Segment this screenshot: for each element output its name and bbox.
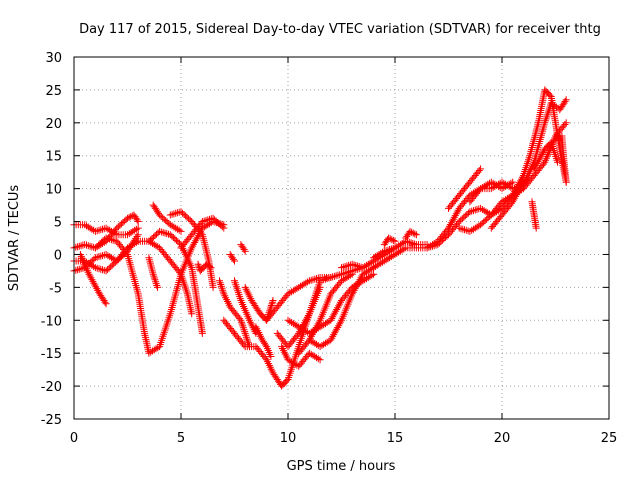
data-markers (402, 227, 420, 242)
x-tick-label: 20 (494, 431, 511, 446)
series-trace-15 (226, 251, 238, 265)
data-markers (237, 241, 249, 255)
series-trace-36 (487, 178, 527, 232)
data-layer (70, 86, 570, 390)
series-trace-39 (530, 139, 562, 173)
series-trace-29 (380, 234, 399, 249)
series-trace-27 (338, 260, 367, 272)
series-trace-17 (231, 277, 260, 337)
y-tick-label: -10 (41, 314, 62, 329)
y-tick-label: 20 (45, 117, 62, 132)
series-trace-32 (423, 96, 570, 252)
series-trace-9 (145, 254, 161, 291)
data-markers (338, 260, 367, 272)
x-tick-label: 5 (177, 431, 185, 446)
series-trace-21 (263, 274, 335, 324)
series-trace-37 (528, 198, 540, 232)
y-tick-label: -25 (41, 413, 62, 428)
data-markers (445, 165, 485, 212)
data-markers (263, 274, 335, 324)
data-markers (134, 237, 196, 318)
data-markers (76, 251, 110, 308)
series-trace-19 (252, 323, 275, 360)
series-trace-33 (445, 165, 485, 212)
series-trace-26 (295, 270, 356, 357)
y-tick-label: 30 (45, 51, 62, 66)
series-trace-16 (237, 241, 249, 255)
y-tick-label: 15 (45, 150, 62, 165)
series-trace-30 (402, 227, 420, 242)
data-markers (380, 234, 399, 249)
data-markers (194, 260, 215, 275)
data-markers (216, 277, 253, 351)
data-markers (466, 178, 517, 206)
series-trace-24 (284, 270, 378, 337)
data-markers (91, 218, 228, 357)
data-markers (177, 214, 228, 252)
data-markers (231, 277, 260, 337)
series-trace-13 (194, 260, 215, 275)
data-markers (145, 254, 161, 291)
x-tick-label: 10 (280, 431, 297, 446)
series-trace-38 (558, 132, 570, 186)
data-markers (295, 270, 356, 357)
x-axis-label: GPS time / hours (287, 459, 396, 474)
x-tick-label: 0 (70, 431, 78, 446)
y-tick-label: -5 (49, 281, 62, 296)
data-markers (455, 86, 570, 235)
tick-layer: 0 5 10 15 20 25 -25 -20 -15 -10 -5 0 5 10 15 20 25 30 (41, 51, 618, 446)
y-tick-label: -20 (41, 380, 62, 395)
data-markers (558, 132, 570, 186)
y-tick-label: 0 (54, 248, 62, 263)
series-trace-5 (76, 251, 110, 308)
series-trace-12 (149, 201, 185, 235)
data-markers (278, 343, 324, 370)
series-trace-6 (91, 218, 228, 357)
data-markers (252, 323, 275, 360)
data-markers (487, 178, 527, 232)
y-tick-label: -15 (41, 347, 62, 362)
x-tick-label: 15 (387, 431, 404, 446)
y-tick-label: 10 (45, 183, 62, 198)
data-markers (284, 270, 378, 337)
y-axis-label: SDTVAR / TECUs (7, 185, 22, 292)
series-trace-23 (278, 343, 324, 370)
data-markers (528, 198, 540, 232)
plot-frame (73, 56, 610, 420)
x-tick-label: 25 (601, 431, 618, 446)
series-trace-14 (216, 277, 253, 351)
y-tick-label: 25 (45, 84, 62, 99)
data-markers (423, 96, 570, 252)
series-trace-7 (134, 237, 196, 318)
data-markers (226, 251, 238, 265)
chart-title: Day 117 of 2015, Sidereal Day-to-day VTE… (79, 22, 601, 37)
series-trace-35 (455, 86, 570, 235)
data-markers (149, 201, 185, 235)
series-trace-34 (466, 178, 517, 206)
series-trace-11 (177, 214, 228, 252)
y-tick-label: 5 (54, 216, 62, 231)
data-markers (530, 139, 562, 173)
